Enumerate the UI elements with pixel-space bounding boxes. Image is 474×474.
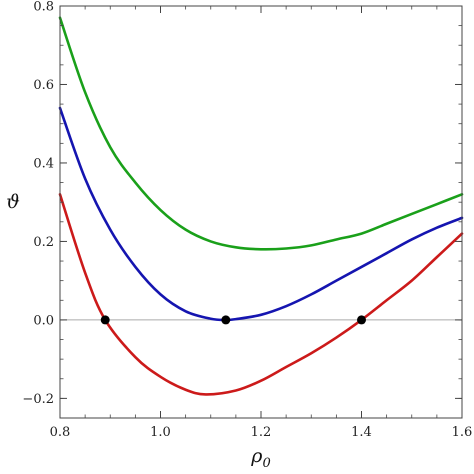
x-axis-label-main: ρ <box>250 445 263 467</box>
root-point-1 <box>100 315 110 325</box>
x-tick-label: 1.6 <box>452 425 473 440</box>
x-tick-label: 1.4 <box>351 425 372 440</box>
x-tick-label: 1.0 <box>150 425 171 440</box>
y-axis-label: ϑ <box>6 191 20 213</box>
series-line-3 <box>58 193 464 396</box>
y-tick-label: 0.8 <box>33 0 54 15</box>
x-tick-label: 0.8 <box>50 425 71 440</box>
y-tick-label: −0.2 <box>22 392 54 407</box>
y-tick-label: 0.2 <box>33 235 54 250</box>
series-layer <box>58 16 464 396</box>
points-layer <box>100 315 366 325</box>
y-tick-label: 0.0 <box>33 313 54 328</box>
x-axis-label-subscript: 0 <box>262 456 270 471</box>
series-line-2 <box>58 106 464 322</box>
y-tick-label: 0.6 <box>33 78 54 93</box>
x-tick-label: 1.2 <box>251 425 272 440</box>
x-axis-label: ρ0 <box>250 445 270 471</box>
y-tick-label: 0.4 <box>33 156 54 171</box>
ticks-layer: 0.8 1.0 1.2 1.4 1.6 −0.2 0.0 0.2 0.4 0.6 0.8 <box>22 0 472 440</box>
root-point-2 <box>221 315 231 325</box>
root-point-3 <box>357 315 366 325</box>
series-line-1 <box>58 16 464 251</box>
